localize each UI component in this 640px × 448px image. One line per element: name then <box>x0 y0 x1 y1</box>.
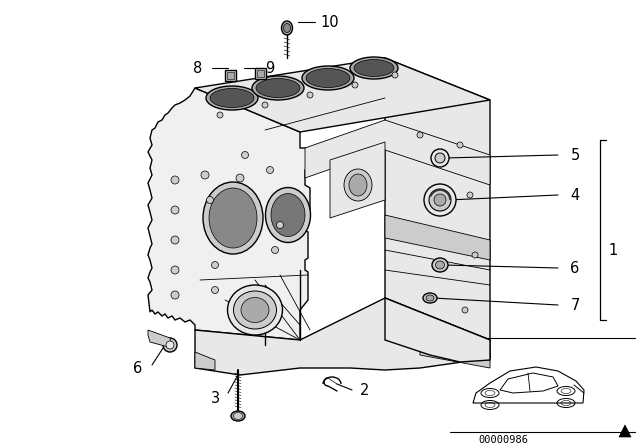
Circle shape <box>171 266 179 274</box>
Ellipse shape <box>271 194 305 237</box>
Text: 2: 2 <box>360 383 370 397</box>
Bar <box>225 70 236 81</box>
Ellipse shape <box>231 411 245 421</box>
Polygon shape <box>148 330 172 348</box>
Ellipse shape <box>284 23 291 33</box>
Circle shape <box>352 82 358 88</box>
Ellipse shape <box>266 188 310 242</box>
Circle shape <box>462 307 468 313</box>
Circle shape <box>171 236 179 244</box>
Ellipse shape <box>435 261 445 269</box>
Text: 7: 7 <box>570 297 580 313</box>
Bar <box>227 72 234 79</box>
Circle shape <box>271 246 278 254</box>
Circle shape <box>417 132 423 138</box>
Polygon shape <box>148 88 315 340</box>
Ellipse shape <box>234 291 276 329</box>
Polygon shape <box>420 340 490 368</box>
Ellipse shape <box>344 169 372 201</box>
Ellipse shape <box>241 297 269 323</box>
Text: 6: 6 <box>570 260 580 276</box>
Ellipse shape <box>302 66 354 90</box>
Ellipse shape <box>435 153 445 163</box>
Ellipse shape <box>206 86 258 110</box>
Ellipse shape <box>434 194 446 206</box>
Polygon shape <box>305 120 490 185</box>
Circle shape <box>276 221 284 228</box>
Circle shape <box>211 262 218 268</box>
Ellipse shape <box>429 189 451 211</box>
Circle shape <box>171 176 179 184</box>
Text: 3: 3 <box>211 391 220 405</box>
Circle shape <box>472 252 478 258</box>
Ellipse shape <box>306 69 350 87</box>
Circle shape <box>307 92 313 98</box>
Ellipse shape <box>432 258 448 272</box>
Polygon shape <box>619 425 631 437</box>
Polygon shape <box>195 298 490 375</box>
Circle shape <box>236 174 244 182</box>
Text: 00000986: 00000986 <box>478 435 528 445</box>
Polygon shape <box>385 298 490 362</box>
Ellipse shape <box>282 21 292 35</box>
Circle shape <box>262 102 268 108</box>
Circle shape <box>211 287 218 293</box>
Polygon shape <box>195 352 215 370</box>
Polygon shape <box>385 215 490 260</box>
Polygon shape <box>330 142 385 218</box>
Ellipse shape <box>426 295 434 301</box>
Circle shape <box>457 142 463 148</box>
Ellipse shape <box>252 76 304 100</box>
Polygon shape <box>385 58 490 340</box>
Circle shape <box>467 192 473 198</box>
Ellipse shape <box>227 285 282 335</box>
Polygon shape <box>195 58 490 132</box>
Text: 6: 6 <box>133 361 143 375</box>
Circle shape <box>266 167 273 173</box>
Ellipse shape <box>354 60 394 77</box>
Bar <box>257 70 264 77</box>
Ellipse shape <box>234 413 243 419</box>
Ellipse shape <box>423 293 437 303</box>
Ellipse shape <box>210 89 254 108</box>
Ellipse shape <box>424 184 456 216</box>
Text: 10: 10 <box>321 14 339 30</box>
Ellipse shape <box>431 149 449 167</box>
Text: 1: 1 <box>609 242 618 258</box>
Ellipse shape <box>209 188 257 248</box>
Ellipse shape <box>203 182 263 254</box>
Circle shape <box>207 197 214 203</box>
Bar <box>255 68 266 79</box>
Circle shape <box>171 291 179 299</box>
Ellipse shape <box>349 174 367 196</box>
Text: 5: 5 <box>570 147 580 163</box>
Text: 9: 9 <box>266 60 275 76</box>
Ellipse shape <box>256 78 300 98</box>
Circle shape <box>392 72 398 78</box>
Text: 4: 4 <box>570 188 580 202</box>
Circle shape <box>217 112 223 118</box>
Circle shape <box>241 151 248 159</box>
Text: 8: 8 <box>193 60 203 76</box>
Ellipse shape <box>166 341 174 349</box>
Ellipse shape <box>350 57 398 79</box>
Circle shape <box>171 206 179 214</box>
Ellipse shape <box>163 338 177 352</box>
Circle shape <box>201 171 209 179</box>
